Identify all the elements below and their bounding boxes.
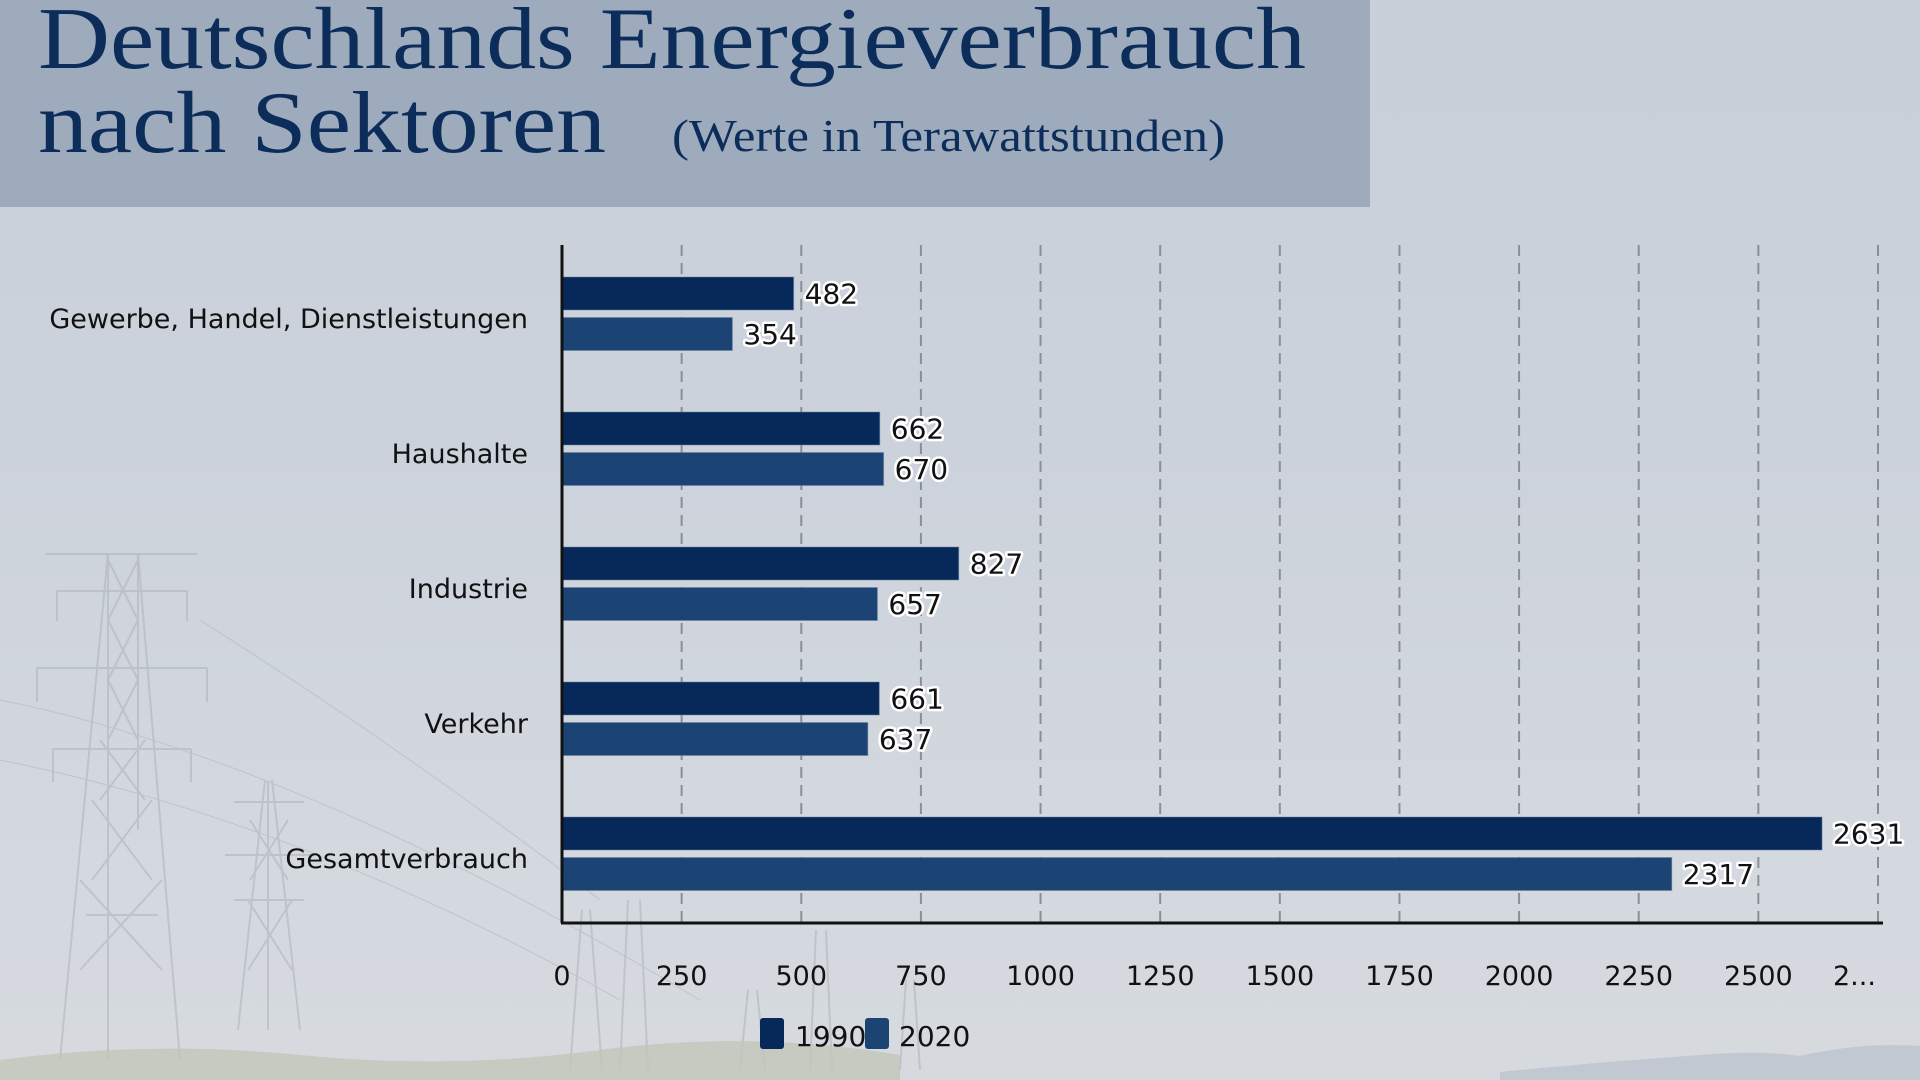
legend-label-2020: 2020 [899, 1020, 970, 1053]
category-labels: Gewerbe, Handel, Dienstleistungen Haushal… [49, 304, 529, 875]
value-labels: 482 354 662 670 827 657 661 637 2631 2317 [741, 275, 1907, 894]
x-tick-label: 2500 [1724, 961, 1793, 992]
category-label: Verkehr [424, 709, 528, 740]
x-tick-label: 2250 [1604, 961, 1673, 992]
category-label: Gewerbe, Handel, Dienstleistungen [49, 304, 528, 335]
title-banner [0, 0, 1370, 207]
x-tick-label: 2000 [1485, 961, 1554, 992]
legend: 1990 2020 [760, 1018, 970, 1053]
x-tick-labels: 0 250 500 750 1000 1250 1500 1750 2000 2250 2500 2.… [553, 961, 1876, 992]
category-label: Haushalte [392, 439, 528, 470]
value-label-1990: 482 [805, 278, 858, 311]
x-tick-label: 1250 [1126, 961, 1195, 992]
axes [560, 245, 1883, 925]
title-block: Deutschlands Energieverbrauch nach Sekto… [38, 0, 1306, 172]
x-tick-label: 1750 [1365, 961, 1434, 992]
x-tick-label: 750 [895, 961, 947, 992]
bar-1990 [562, 411, 881, 446]
x-tick-label: 0 [553, 961, 570, 992]
category-label: Gesamtverbrauch [285, 844, 528, 875]
value-label-2020: 670 [895, 453, 948, 486]
x-tick-label: 2... [1833, 961, 1876, 992]
value-label-1990: 662 [891, 413, 944, 446]
mountains [1500, 1045, 1920, 1080]
gridlines [680, 245, 1879, 923]
x-tick-label: 1500 [1245, 961, 1314, 992]
bar-1990 [562, 546, 960, 581]
chart-title-line2: nach Sektoren [38, 75, 606, 172]
chart-subtitle: (Werte in Terawattstunden) [672, 110, 1225, 161]
bars [562, 276, 1823, 891]
category-label: Industrie [409, 574, 528, 605]
value-label-1990: 2631 [1833, 818, 1904, 851]
bar-2020 [562, 317, 733, 351]
bar-1990 [562, 681, 880, 716]
value-label-2020: 2317 [1683, 858, 1754, 891]
x-tick-label: 1000 [1006, 961, 1075, 992]
power-pylon-icon [0, 552, 921, 1071]
value-label-1990: 661 [890, 683, 943, 716]
legend-swatch-2020 [865, 1018, 889, 1049]
hills [0, 1041, 900, 1080]
value-label-2020: 354 [743, 318, 796, 351]
value-label-1990: 827 [970, 548, 1023, 581]
bar-2020 [562, 722, 869, 756]
x-tick-label: 250 [656, 961, 708, 992]
x-tick-label: 500 [775, 961, 827, 992]
bar-1990 [562, 816, 1823, 851]
value-label-2020: 657 [888, 588, 941, 621]
bar-1990 [562, 276, 795, 311]
legend-label-1990: 1990 [795, 1020, 866, 1053]
bar-2020 [562, 587, 878, 621]
legend-swatch-1990 [760, 1018, 784, 1049]
bar-2020 [562, 857, 1673, 891]
chart-title-line1: Deutschlands Energieverbrauch [38, 0, 1306, 88]
value-label-2020: 637 [879, 723, 932, 756]
bar-2020 [562, 452, 885, 486]
